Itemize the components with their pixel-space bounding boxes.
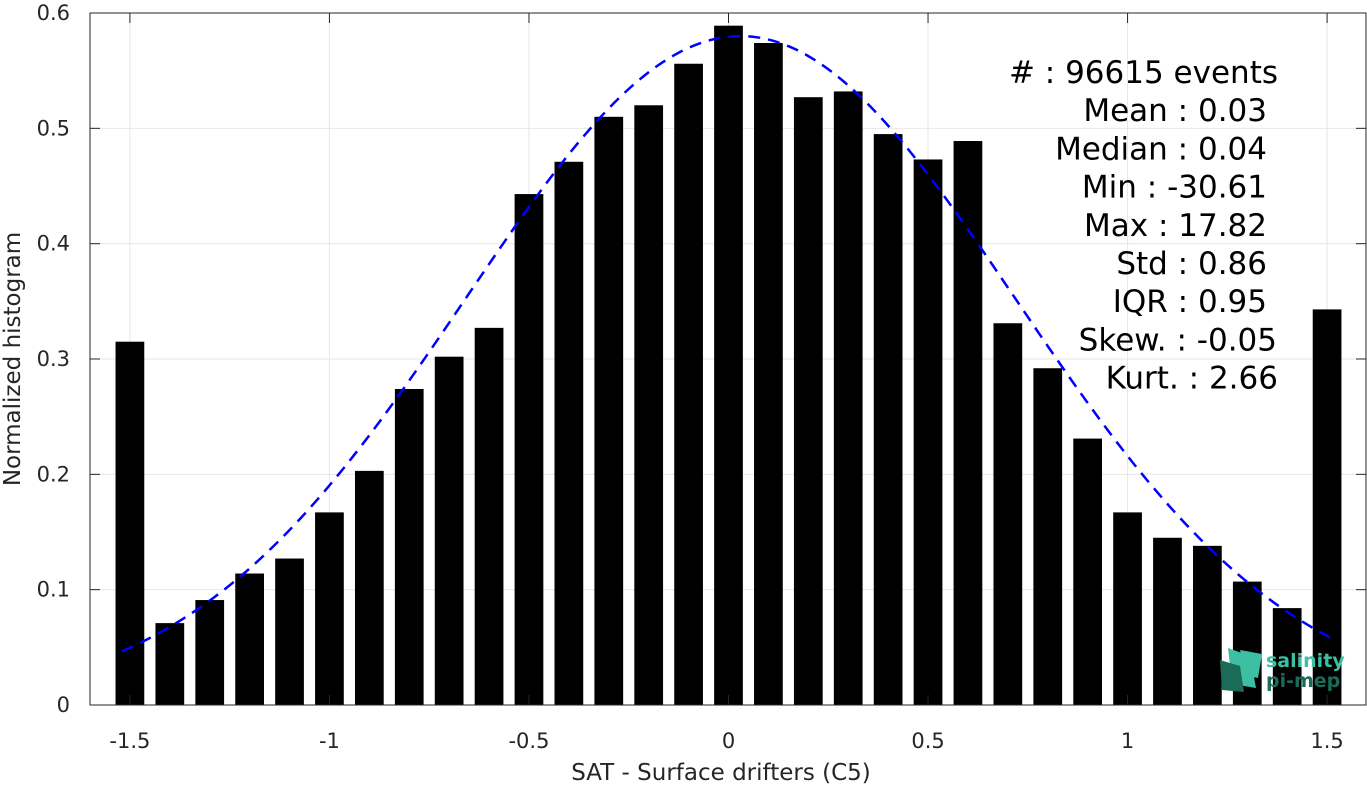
- logo-text-salinity: salinity: [1266, 650, 1345, 672]
- cube-icon: [1220, 648, 1262, 692]
- x-tick-label: 1: [1121, 729, 1134, 753]
- y-tick-label: 0.2: [37, 462, 70, 486]
- y-tick-label: 0.5: [37, 116, 70, 140]
- histogram-bar: [873, 134, 903, 706]
- histogram-bar: [754, 42, 783, 705]
- histogram-bar: [594, 116, 624, 706]
- histogram-bar: [155, 623, 185, 705]
- salinity-pi-mep-logo: salinity pi-mep: [1220, 648, 1345, 692]
- histogram-bar: [394, 388, 424, 705]
- y-tick-label: 0: [57, 693, 70, 717]
- histogram-bar: [953, 141, 983, 705]
- histogram-bar: [115, 341, 145, 705]
- histogram-bar: [1272, 608, 1302, 705]
- x-tick-label: 0: [722, 729, 735, 753]
- histogram-bar: [913, 159, 943, 705]
- x-tick-label: -1: [319, 729, 340, 753]
- histogram-bar: [714, 25, 743, 706]
- y-tick-label: 0.3: [37, 347, 70, 371]
- y-tick-label: 0.4: [37, 232, 70, 256]
- x-tick-label: -0.5: [508, 729, 549, 753]
- histogram-bar: [195, 600, 225, 705]
- statistic-line: Skew. : -0.05: [1079, 322, 1277, 358]
- y-tick-label: 0.6: [37, 1, 70, 25]
- histogram-bar: [634, 105, 664, 706]
- statistic-line: Median : 0.04: [1055, 131, 1267, 167]
- histogram-bar: [674, 63, 703, 706]
- histogram-bar: [1073, 438, 1103, 705]
- histogram-bar: [554, 161, 584, 705]
- histogram-bar: [793, 97, 823, 705]
- x-tick-label: 1.5: [1310, 729, 1343, 753]
- x-tick-label: -1.5: [109, 729, 150, 753]
- histogram-bar: [993, 323, 1023, 705]
- logo-text-pi-mep: pi-mep: [1266, 670, 1340, 692]
- y-tick-label: 0.1: [37, 578, 70, 602]
- histogram-bars: [115, 25, 1342, 706]
- y-axis-label: Normalized histogram: [0, 232, 26, 486]
- histogram-bar: [1193, 545, 1222, 705]
- statistic-line: Mean : 0.03: [1083, 93, 1267, 129]
- statistic-line: Max : 17.82: [1084, 208, 1267, 244]
- histogram-bar: [434, 356, 464, 705]
- histogram-bar: [1113, 512, 1142, 705]
- x-tick-label: 0.5: [911, 729, 944, 753]
- histogram-bar: [514, 194, 544, 705]
- axis-ticks: [90, 12, 1366, 706]
- histogram-bar: [235, 573, 264, 705]
- statistic-line: Min : -30.61: [1082, 170, 1267, 206]
- histogram-bar: [1312, 309, 1342, 705]
- statistic-line: IQR : 0.95: [1113, 284, 1267, 320]
- x-tick-labels: -1.5 -1 -0.5 0 0.5 1 1.5: [109, 729, 1343, 753]
- gaussian-fit-curve: [121, 34, 1336, 653]
- x-axis-label: SAT - Surface drifters (C5): [571, 760, 871, 785]
- histogram-bar: [275, 558, 304, 705]
- histogram-bar: [474, 327, 504, 705]
- histogram-bar: [1153, 537, 1182, 705]
- histogram-bar: [315, 512, 344, 705]
- statistic-line: # : 96615 events: [1009, 55, 1278, 91]
- histogram-bar: [833, 91, 863, 706]
- histogram-bar: [1033, 368, 1063, 705]
- statistic-line: Kurt. : 2.66: [1106, 361, 1278, 397]
- statistic-line: Std : 0.86: [1116, 246, 1267, 282]
- histogram-bar: [354, 470, 384, 705]
- y-tick-labels: 0 0.1 0.2 0.3 0.4 0.5 0.6: [37, 1, 70, 717]
